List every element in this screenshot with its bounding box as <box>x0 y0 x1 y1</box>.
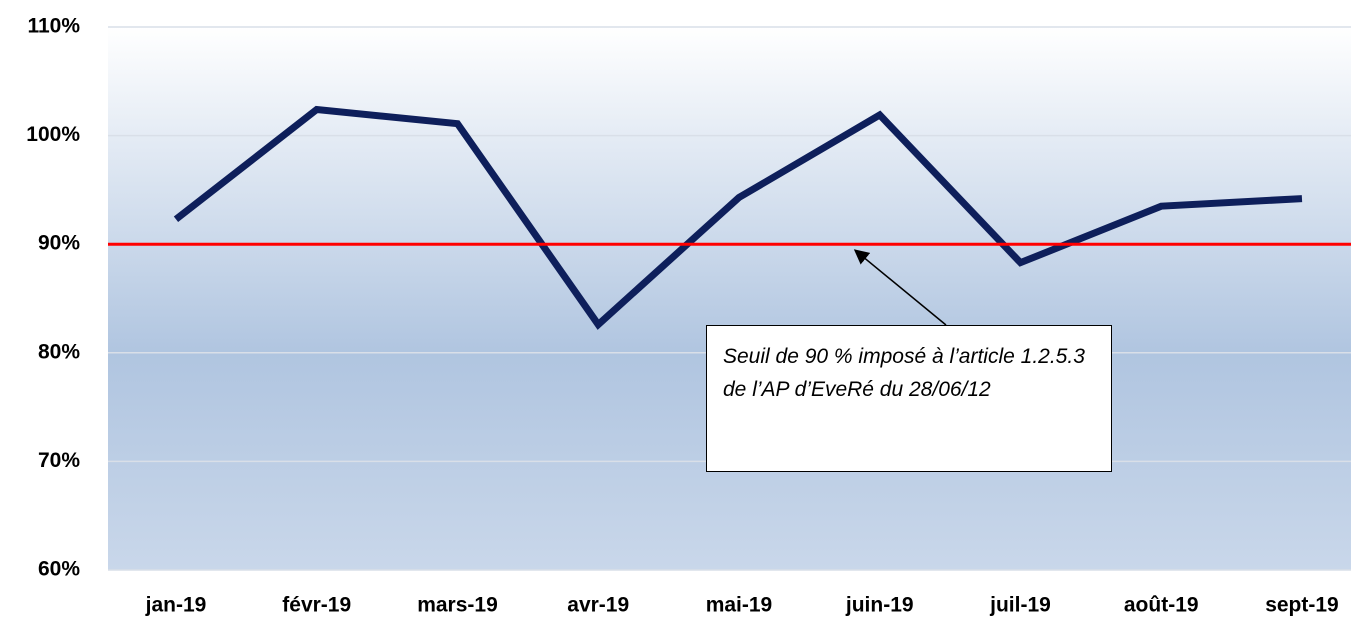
x-tick-label: jan-19 <box>145 594 207 617</box>
x-tick-label: avr-19 <box>567 594 629 617</box>
annotation-arrow <box>853 249 947 326</box>
plot-area <box>108 27 1351 570</box>
data-line <box>173 105 1303 330</box>
y-tick-label: 100% <box>26 123 80 146</box>
x-tick-label: août-19 <box>1124 594 1199 617</box>
y-tick-label: 60% <box>38 558 80 581</box>
y-tick-label: 110% <box>27 15 80 38</box>
x-tick-label: juin-19 <box>845 594 914 617</box>
y-tick-label: 90% <box>38 232 80 255</box>
y-tick-label: 80% <box>38 340 80 363</box>
x-tick-label: mai-19 <box>706 594 773 617</box>
x-tick-label: sept-19 <box>1265 594 1339 617</box>
y-tick-label: 70% <box>38 449 80 472</box>
x-tick-label: juil-19 <box>989 594 1051 617</box>
x-tick-label: févr-19 <box>282 594 351 617</box>
annotation: Seuil de 90 % imposé à l’article 1.2.5.3… <box>706 325 1112 472</box>
x-tick-label: mars-19 <box>417 594 498 617</box>
